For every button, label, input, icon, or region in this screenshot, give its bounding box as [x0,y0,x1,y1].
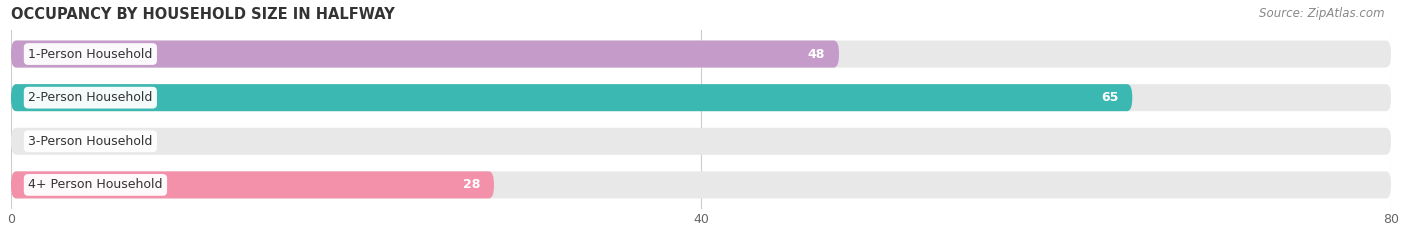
Text: 0: 0 [103,135,111,148]
FancyBboxPatch shape [11,171,494,199]
FancyBboxPatch shape [11,84,1132,111]
FancyBboxPatch shape [11,84,1391,111]
Text: 65: 65 [1101,91,1119,104]
FancyBboxPatch shape [11,171,1391,199]
FancyBboxPatch shape [11,41,839,68]
FancyBboxPatch shape [11,41,1391,68]
Text: 4+ Person Household: 4+ Person Household [28,178,163,191]
Text: 28: 28 [463,178,481,191]
Text: 1-Person Household: 1-Person Household [28,48,153,61]
Text: 2-Person Household: 2-Person Household [28,91,153,104]
Text: OCCUPANCY BY HOUSEHOLD SIZE IN HALFWAY: OCCUPANCY BY HOUSEHOLD SIZE IN HALFWAY [11,7,395,22]
Text: 48: 48 [808,48,825,61]
Text: Source: ZipAtlas.com: Source: ZipAtlas.com [1260,7,1385,20]
Text: 3-Person Household: 3-Person Household [28,135,153,148]
FancyBboxPatch shape [11,128,1391,155]
